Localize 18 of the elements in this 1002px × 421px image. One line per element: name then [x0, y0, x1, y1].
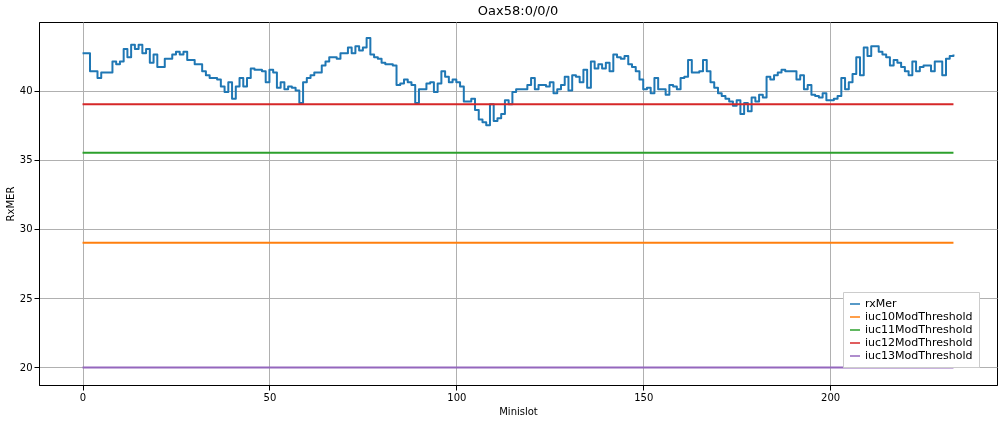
y-tick-label: 25: [19, 292, 33, 304]
y-tick-label: 40: [19, 85, 33, 97]
legend-label: iuc10ModThreshold: [865, 310, 973, 323]
legend-label: iuc12ModThreshold: [865, 336, 973, 349]
chart-title: Oax58:0/0/0: [477, 3, 559, 18]
x-tick-label: 150: [634, 391, 654, 403]
x-tick-label: 100: [447, 391, 467, 403]
y-tick-label: 35: [19, 154, 33, 166]
x-tick-label: 50: [263, 391, 277, 403]
y-tick-label: 30: [19, 223, 33, 235]
y-axis-title: RxMER: [4, 186, 16, 222]
x-axis-title: Minislot: [499, 405, 538, 417]
legend-label: rxMer: [865, 297, 897, 310]
legend-label: iuc11ModThreshold: [865, 323, 973, 336]
y-tick-label: 20: [19, 361, 33, 373]
x-tick-label: 200: [821, 391, 841, 403]
x-tick-label: 0: [79, 391, 87, 403]
legend-label: iuc13ModThreshold: [865, 349, 973, 362]
